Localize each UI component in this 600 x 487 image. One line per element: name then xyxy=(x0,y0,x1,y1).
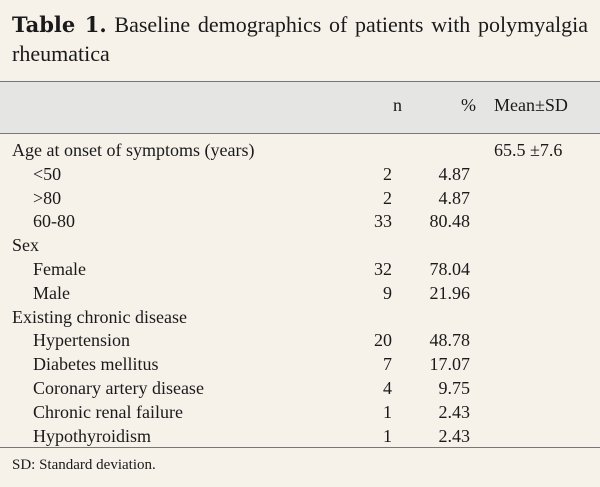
n-value: 20 xyxy=(374,330,392,351)
n-value: 9 xyxy=(383,282,392,303)
row-label: Male xyxy=(33,282,70,303)
n-value: 2 xyxy=(383,163,392,184)
column-header: % xyxy=(461,95,476,115)
percent-value: 2.43 xyxy=(438,425,471,446)
mean-sd: 65.5 ±7.6 xyxy=(494,140,563,160)
bottom-rule xyxy=(0,447,600,448)
n-value: 4 xyxy=(383,378,392,398)
row-label: <50 xyxy=(33,163,62,184)
percent-value: 21.96 xyxy=(429,282,471,303)
n-value: 32 xyxy=(374,259,392,279)
group-label: Existing chronic disease xyxy=(12,306,187,327)
n-value: 7 xyxy=(383,354,392,375)
row-label: 60-80 xyxy=(33,211,75,232)
n-value: 1 xyxy=(383,401,392,422)
table-label: Table 1. xyxy=(12,12,107,37)
percent-value: 4.87 xyxy=(438,163,471,184)
row-label: Hypertension xyxy=(33,330,130,351)
n-value: 33 xyxy=(374,211,392,232)
row-label: Coronary artery disease xyxy=(33,378,204,398)
n-value: 1 xyxy=(383,425,392,446)
header-row xyxy=(0,82,600,133)
percent-value: 2.43 xyxy=(438,401,471,422)
percent-value: 17.07 xyxy=(429,354,471,375)
row-label: >80 xyxy=(33,187,62,208)
n-value: 2 xyxy=(383,187,392,208)
column-header: Mean±SD xyxy=(494,95,568,115)
row-label: Hypothyroidism xyxy=(33,425,152,446)
title-text: Baseline demographics of patients with p… xyxy=(12,12,588,66)
group-label: Sex xyxy=(12,235,39,256)
group-label: Age at onset of symptoms (years) xyxy=(12,140,255,160)
top-rule xyxy=(0,81,600,82)
percent-value: 78.04 xyxy=(429,259,471,279)
footnote: SD: Standard deviation. xyxy=(12,457,156,473)
percent-value: 4.87 xyxy=(438,187,471,208)
percent-value: 9.75 xyxy=(438,378,471,398)
row-label: Chronic renal failure xyxy=(33,401,183,422)
row-label: Female xyxy=(33,259,86,279)
row-label: Diabetes mellitus xyxy=(33,354,159,375)
percent-value: 48.78 xyxy=(429,330,471,351)
column-header: n xyxy=(393,95,402,115)
header-rule xyxy=(0,133,600,134)
table-title: Table 1. Baseline demographics of patien… xyxy=(12,10,588,68)
percent-value: 80.48 xyxy=(429,211,471,232)
